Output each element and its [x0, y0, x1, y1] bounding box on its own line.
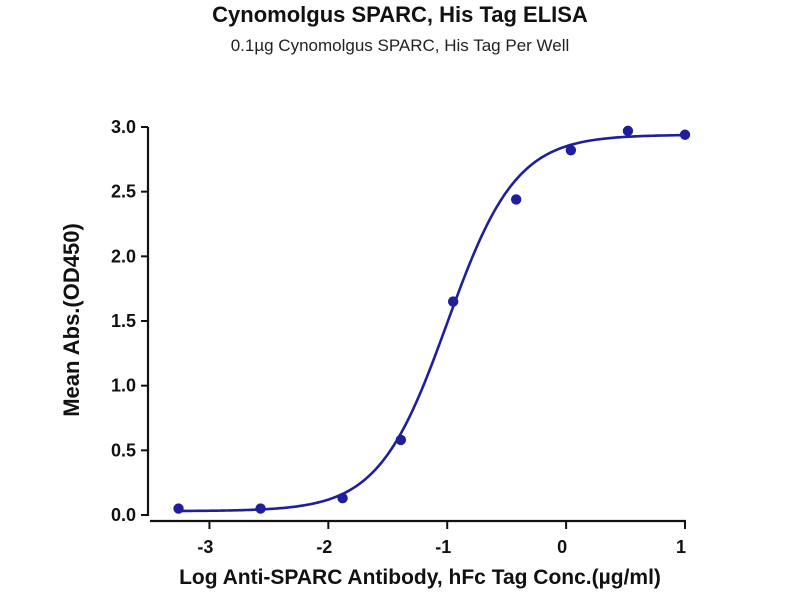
x-tick-label: -2: [316, 537, 332, 557]
data-point: [622, 125, 634, 137]
data-point: [173, 503, 184, 514]
y-tick-label: 2.5: [111, 182, 136, 202]
y-tick-label: 3.0: [111, 117, 136, 137]
fit-curve: [178, 133, 686, 513]
y-tick-label: 0.0: [111, 505, 136, 525]
y-tick-label: 1.0: [111, 376, 136, 396]
chart-title: Cynomolgus SPARC, His Tag ELISA: [212, 2, 588, 27]
data-point: [337, 492, 348, 504]
y-tick-label: 2.0: [111, 246, 136, 266]
x-tick-label: -1: [435, 537, 451, 557]
data-point: [565, 145, 577, 156]
x-tick-label: -3: [197, 537, 213, 557]
chart-subtitle: 0.1µg Cynomolgus SPARC, His Tag Per Well: [230, 36, 570, 55]
data-point: [255, 503, 266, 514]
y-tick-label: 0.5: [111, 440, 136, 460]
data-point: [679, 129, 691, 140]
y-tick-label: 1.5: [111, 311, 136, 331]
data-point: [510, 194, 522, 205]
x-tick-label: 0: [557, 537, 567, 557]
data-point: [395, 434, 407, 446]
x-axis-label: Log Anti-SPARC Antibody, hFc Tag Conc.(µ…: [179, 566, 661, 589]
data-point: [447, 296, 459, 307]
x-tick-label: 1: [676, 537, 686, 557]
